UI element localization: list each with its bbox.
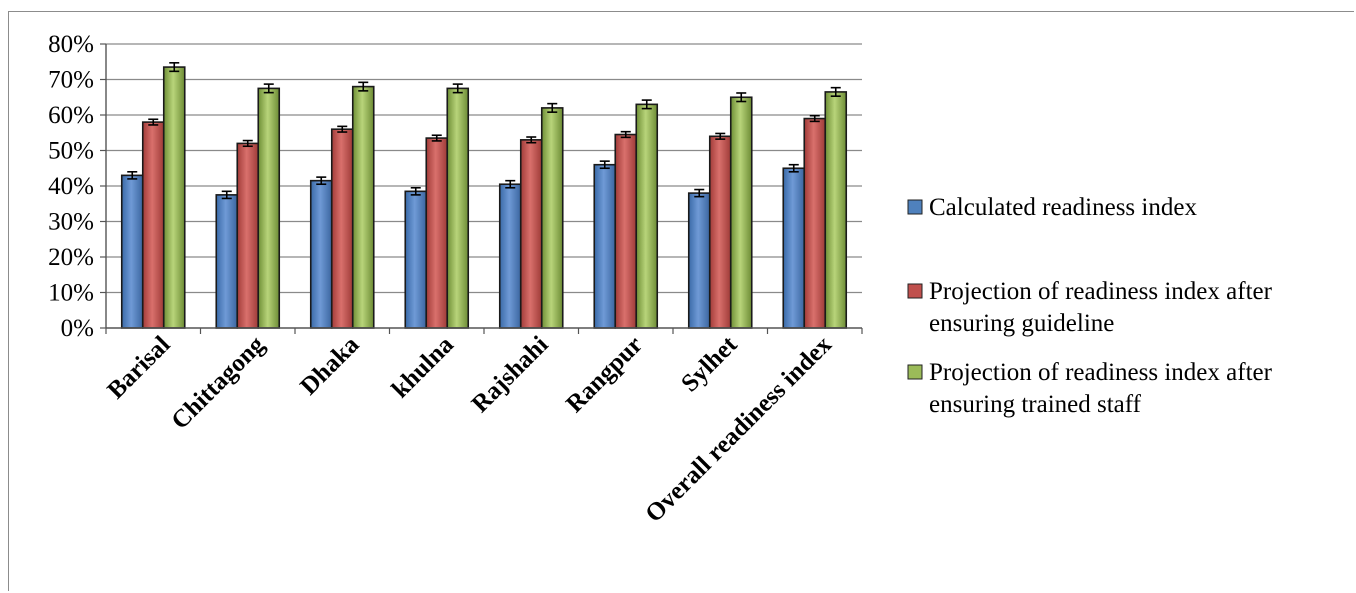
legend-label: Projection of readiness index after ensur… (929, 278, 1273, 337)
legend: Calculated readiness index Projection of … (907, 194, 1273, 418)
legend-swatch (907, 199, 923, 215)
bar (708, 135, 732, 329)
x-category-label: Sylhet (676, 331, 743, 398)
x-category-label: Rajshahi (467, 331, 554, 418)
legend-label-line: ensuring guideline (929, 310, 1114, 337)
bar (162, 66, 186, 329)
x-category-label: khulna (387, 331, 460, 404)
bar (120, 174, 144, 329)
bar (614, 133, 638, 329)
legend-label-line: ensuring trained staff (929, 391, 1142, 418)
bar (236, 142, 260, 329)
y-tick-label: 20% (48, 244, 94, 271)
legend-label-line: Projection of readiness index after (929, 359, 1273, 386)
x-category-label: Barisal (102, 331, 175, 404)
bar (425, 137, 449, 329)
x-category-label: Dhaka (295, 331, 365, 401)
y-tick-label: 40% (48, 173, 94, 200)
legend-swatch (907, 364, 923, 380)
bar (309, 179, 333, 329)
y-tick-label: 30% (48, 209, 94, 236)
x-category-label: Chittagong (166, 331, 270, 435)
bar (141, 121, 165, 329)
y-tick-label: 70% (48, 67, 94, 94)
bar (446, 87, 470, 329)
x-category-label: Rangpur (561, 331, 648, 418)
y-axis-ticks: 0% 10% 20% 30% 40% 50% 60% 70% 80% (48, 31, 106, 342)
bar (498, 183, 522, 329)
bar (803, 117, 827, 329)
bar (687, 192, 711, 329)
legend-swatch (907, 283, 923, 299)
y-tick-label: 10% (48, 280, 94, 307)
legend-label-line: Projection of readiness index after (929, 278, 1273, 305)
y-tick-label: 0% (61, 315, 94, 342)
bar (593, 163, 617, 329)
bar (519, 139, 543, 329)
bar (404, 190, 428, 329)
y-tick-label: 80% (48, 31, 94, 58)
bar (729, 96, 753, 329)
x-category-label: Overall readiness index (640, 331, 837, 528)
y-tick-label: 50% (48, 138, 94, 165)
y-tick-label: 60% (48, 102, 94, 129)
bar (215, 194, 239, 329)
bar (635, 103, 659, 329)
legend-label: Calculated readiness index (929, 194, 1197, 221)
chart-frame (8, 11, 1354, 591)
bars (120, 62, 848, 329)
bar (540, 107, 564, 329)
bar (257, 87, 281, 329)
axes (105, 44, 863, 334)
bar (782, 167, 806, 329)
bar (351, 85, 375, 329)
legend-label: Projection of readiness index after ensur… (929, 359, 1273, 418)
bar (824, 91, 848, 329)
bar (330, 128, 354, 329)
